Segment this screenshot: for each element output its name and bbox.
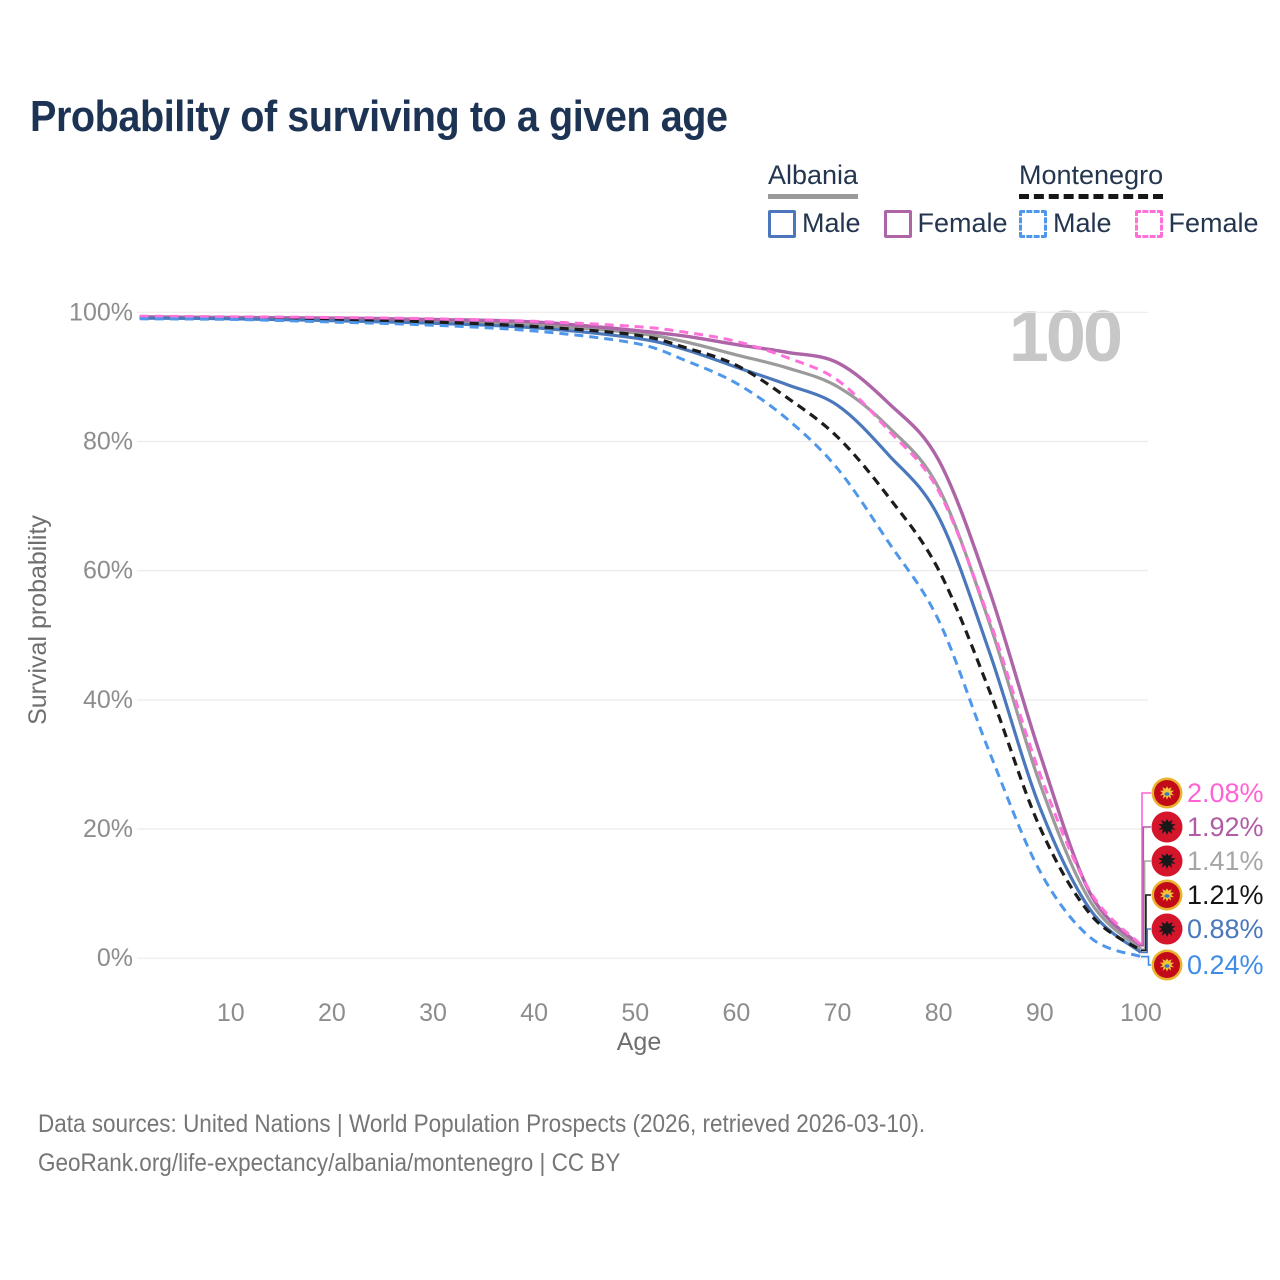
y-axis-tick-label: 100%	[69, 298, 133, 326]
y-axis-title: Survival probability	[24, 515, 52, 725]
y-axis-tick-label: 80%	[83, 427, 133, 455]
connector-line	[1140, 894, 1151, 952]
end-value-label: 0.24%	[1187, 950, 1264, 980]
albania-flag-icon	[1151, 811, 1183, 843]
eagle-emblem	[1158, 920, 1176, 938]
curve-montenegro-female	[139, 314, 1142, 946]
legend-item-montenegro-male[interactable]: Male	[1019, 208, 1112, 239]
survival-curves	[139, 314, 1143, 959]
end-value-label: 0.88%	[1187, 914, 1264, 944]
attribution-line: GeoRank.org/life-expectancy/albania/mont…	[38, 1149, 621, 1177]
eagle-emblem	[1158, 852, 1176, 870]
curve-albania-both-sexes-	[139, 315, 1143, 951]
end-value-label: 1.21%	[1187, 880, 1264, 910]
curve-montenegro-male	[139, 317, 1142, 959]
end-labels: 2.08% 1.92% 1.41% 1.21% 0.88% 0.24%	[1151, 777, 1264, 981]
eagle-emblem	[1158, 818, 1176, 836]
axes: 100% 80% 60% 40% 20% 0% 10 20 30 40 50 60 70 80 90 100 A…	[24, 298, 1162, 1056]
page-title: Probability of surviving to a given age	[30, 92, 728, 141]
x-axis-tick-label: 70	[824, 999, 852, 1027]
end-value-label: 1.92%	[1187, 812, 1264, 842]
x-axis-tick-label: 40	[520, 999, 548, 1027]
legend-title-albania[interactable]: Albania	[768, 160, 859, 199]
curve-montenegro-both-sexes-	[139, 315, 1142, 952]
x-axis-tick-label: 50	[621, 999, 649, 1027]
legend-item-label: Male	[802, 208, 861, 238]
connector-line	[1140, 928, 1151, 954]
x-axis-tick-label: 100	[1120, 999, 1162, 1027]
gridlines	[137, 311, 1148, 959]
x-axis-tick-label: 20	[318, 999, 346, 1027]
montenegro-flag-icon	[1151, 949, 1183, 981]
label-connectors	[1140, 792, 1151, 966]
albania-flag-icon	[1151, 913, 1183, 945]
x-axis-tick-label: 90	[1026, 999, 1054, 1027]
montenegro-female-swatch-icon	[1134, 209, 1163, 238]
data-sources-line: Data sources: United Nations | World Pop…	[38, 1110, 926, 1138]
age-counter-watermark: 100	[1008, 297, 1123, 377]
legend-title-montenegro[interactable]: Montenegro	[1019, 160, 1164, 199]
y-axis-tick-label: 40%	[83, 686, 133, 714]
albania-male-swatch-icon	[768, 209, 796, 238]
connector-line	[1140, 826, 1151, 947]
montenegro-flag-icon	[1151, 777, 1183, 809]
connector-line	[1140, 955, 1151, 966]
curve-albania-male	[139, 316, 1142, 954]
legend-item-albania-male[interactable]: Male	[768, 208, 861, 239]
legend-group-montenegro: Montenegro Male Female	[1019, 160, 1259, 239]
end-value-label: 1.41%	[1187, 846, 1264, 876]
x-axis-title: Age	[617, 1028, 661, 1056]
shield-emblem	[1164, 964, 1170, 968]
y-axis-tick-label: 60%	[83, 557, 133, 585]
legend-item-label: Female	[1168, 208, 1259, 238]
albania-flag-icon	[1151, 845, 1183, 877]
albania-female-swatch-icon	[883, 209, 912, 238]
legend-item-montenegro-female[interactable]: Female	[1134, 208, 1259, 239]
legend-group-albania: Albania Male Female	[768, 160, 1008, 239]
y-axis-tick-label: 20%	[83, 815, 133, 843]
legend-item-label: Male	[1053, 208, 1112, 238]
end-value-label: 2.08%	[1187, 778, 1264, 808]
shield-emblem	[1164, 792, 1170, 796]
y-axis-tick-label: 0%	[97, 944, 133, 972]
montenegro-flag-icon	[1151, 879, 1183, 911]
x-axis-tick-label: 60	[723, 999, 751, 1027]
x-axis-tick-label: 10	[217, 999, 245, 1027]
x-axis-tick-label: 80	[925, 999, 953, 1027]
connector-line	[1140, 792, 1151, 946]
connector-line	[1140, 860, 1151, 950]
montenegro-male-swatch-icon	[1019, 209, 1047, 238]
legend-item-label: Female	[917, 208, 1008, 238]
shield-emblem	[1164, 894, 1170, 898]
x-axis-tick-label: 30	[419, 999, 447, 1027]
legend-item-albania-female[interactable]: Female	[883, 208, 1008, 239]
